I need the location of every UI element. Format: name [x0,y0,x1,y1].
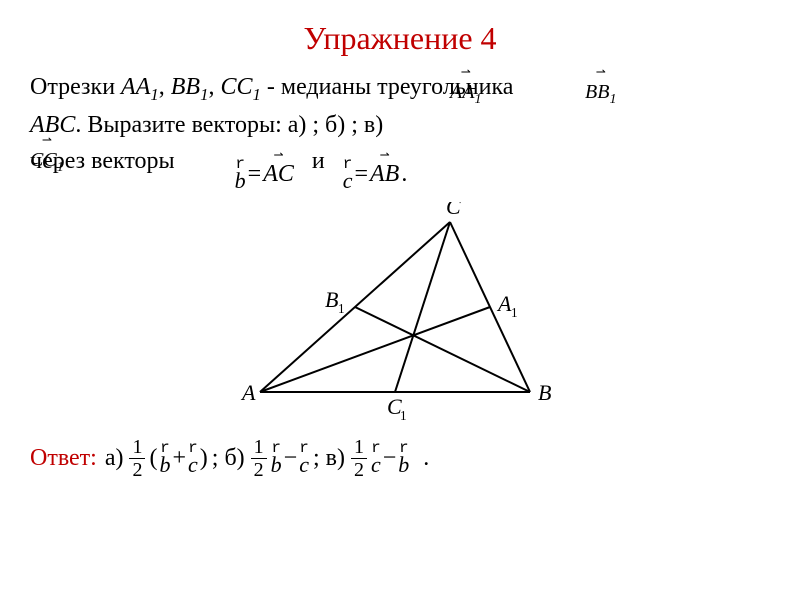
segment-aa1: AA1 [121,74,159,100]
answer-a-expr: 12 ( rb + rc ) [127,437,207,480]
problem-statement: Отрезки AA1, BB1, CC1 - медианы треуголь… [30,69,770,192]
title-text: Упражнение 4 [303,20,496,56]
svg-text:C: C [446,202,461,219]
vec-aa1-overlay: ⇀AA1 [450,73,481,110]
vec-bb1-overlay: ⇀BB1 [585,73,616,110]
triangle-figure: ABCA1B1C1 [30,202,770,427]
b-equals-ac: rb = ⇀AC [235,156,294,192]
exercise-title: Упражнение 4 [30,20,770,57]
answer-a-label: а) [105,445,124,472]
svg-text:1: 1 [338,301,345,316]
svg-text:B: B [538,380,551,405]
and-text: и [312,148,325,174]
segment-bb1: BB1 [171,74,209,100]
triangle-abc: ABC [30,112,75,138]
answer-c-label: ; в) [313,445,345,472]
answer-end: . [423,445,429,472]
text-prefix: Отрезки [30,74,121,100]
answer-c-expr: 12 rc − rb [349,437,409,480]
c-equals-ab: rc = ⇀AB. [343,156,408,192]
answer-line: Ответ: а) 12 ( rb + rc ) ; б) 12 rb − rc… [30,437,770,480]
triangle-svg: ABCA1B1C1 [240,202,560,422]
svg-text:A: A [496,291,512,316]
svg-text:1: 1 [400,408,407,422]
text-express: . Выразите векторы: а) ; б) ; в) [75,112,383,138]
vec-cc1-overlay: ⇀CC1 [30,141,64,178]
svg-text:A: A [240,380,256,405]
segment-cc1: CC1 [220,74,260,100]
answer-label: Ответ: [30,445,97,472]
answer-b-label: ; б) [212,445,245,472]
svg-text:1: 1 [511,305,518,320]
svg-text:B: B [325,287,338,312]
answer-b-expr: 12 rb − rc [249,437,309,480]
